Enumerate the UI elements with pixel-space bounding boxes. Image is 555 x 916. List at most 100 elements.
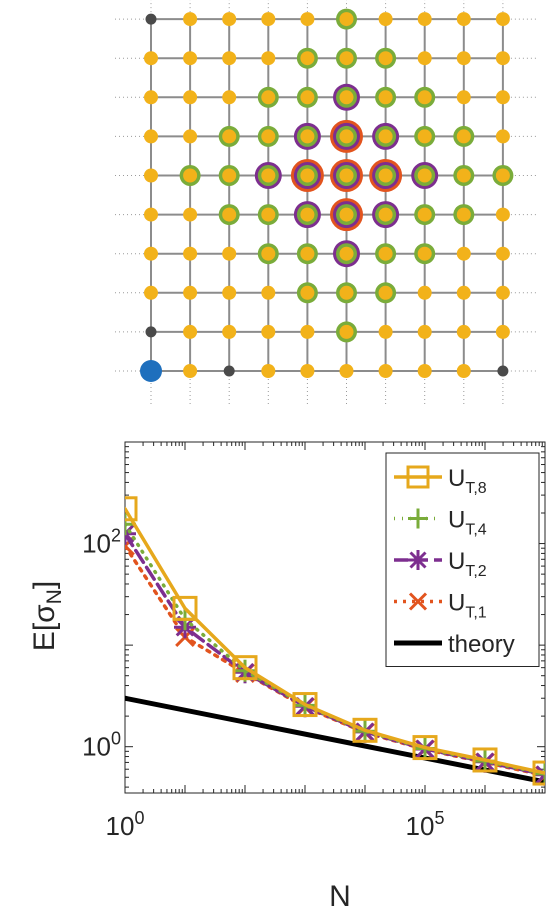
- active-site: [183, 168, 198, 183]
- asterisk-marker: [409, 551, 427, 569]
- active-site: [222, 90, 237, 105]
- active-site: [339, 12, 354, 27]
- active-site: [339, 90, 354, 105]
- inactive-site: [223, 365, 235, 377]
- series-U-T-T-8: [125, 496, 545, 786]
- legend-entry: UT,4: [394, 507, 487, 539]
- active-site: [339, 364, 354, 378]
- active-site: [300, 90, 315, 105]
- x-tick-label-exp: 5: [434, 808, 444, 828]
- legend-label: UT,2: [448, 548, 487, 580]
- active-site: [339, 285, 354, 300]
- active-site: [495, 12, 510, 27]
- legend-label-sub: T,1: [465, 605, 486, 622]
- y-tick-label: 102: [82, 526, 121, 559]
- active-site: [495, 207, 510, 222]
- active-site: [222, 51, 237, 66]
- y-tick-label-base: 10: [82, 529, 111, 559]
- active-site: [417, 207, 432, 222]
- legend-label: theory: [448, 631, 515, 658]
- active-site: [339, 246, 354, 261]
- active-site: [144, 246, 158, 261]
- active-site: [456, 285, 471, 300]
- origin-site: [140, 360, 162, 382]
- active-site: [417, 129, 432, 144]
- active-site: [261, 324, 276, 339]
- series-clip: [125, 496, 545, 786]
- active-site: [339, 51, 354, 66]
- active-site: [456, 364, 471, 378]
- legend-label-main: U: [448, 465, 465, 492]
- active-site: [495, 324, 510, 339]
- active-site: [261, 246, 276, 261]
- active-site: [495, 168, 510, 183]
- active-site: [261, 12, 276, 27]
- active-site: [222, 324, 237, 339]
- legend-label-main: U: [448, 590, 465, 617]
- active-site: [495, 51, 510, 66]
- square-marker: [472, 747, 498, 773]
- active-site: [339, 168, 354, 183]
- x-tick-label-base: 10: [406, 811, 435, 841]
- y-axis-label-close: ]: [28, 581, 61, 589]
- x-marker: [125, 543, 135, 556]
- active-site: [300, 285, 315, 300]
- active-site: [261, 207, 276, 222]
- active-site: [495, 90, 510, 105]
- active-site: [456, 246, 471, 261]
- active-site: [456, 324, 471, 339]
- legend-label: UT,4: [448, 507, 487, 539]
- active-site: [222, 246, 237, 261]
- asterisk-marker: [535, 765, 545, 777]
- active-site: [417, 168, 432, 183]
- active-site: [417, 51, 432, 66]
- active-site: [495, 246, 510, 261]
- square-marker: [412, 735, 438, 761]
- active-site: [222, 12, 237, 27]
- active-site: [261, 285, 276, 300]
- active-site: [300, 168, 315, 183]
- active-site: [144, 51, 158, 66]
- inactive-site: [145, 326, 157, 338]
- x-tick-label: 100: [106, 808, 145, 841]
- plot-series: [125, 496, 545, 786]
- y-axis-label-sub: N: [43, 589, 66, 604]
- active-site: [183, 51, 198, 66]
- square-marker: [406, 465, 430, 489]
- active-site: [339, 129, 354, 144]
- active-site: [300, 129, 315, 144]
- x-axis-label: N: [329, 880, 351, 913]
- active-site: [378, 246, 393, 261]
- active-site: [261, 168, 276, 183]
- active-site: [378, 207, 393, 222]
- active-site: [456, 51, 471, 66]
- active-site: [417, 246, 432, 261]
- legend-label-main: U: [448, 548, 465, 575]
- square-marker: [292, 692, 318, 718]
- active-site: [222, 129, 237, 144]
- active-site: [144, 90, 158, 105]
- active-site: [300, 207, 315, 222]
- active-site: [300, 364, 315, 378]
- active-site: [300, 51, 315, 66]
- legend-label-sub: T,4: [465, 522, 486, 539]
- legend-label-sub: T,8: [465, 480, 486, 497]
- active-site: [456, 129, 471, 144]
- x-tick-label-base: 10: [106, 811, 135, 841]
- active-site: [144, 129, 158, 144]
- x-marker: [408, 592, 428, 611]
- asterisk-marker: [125, 524, 135, 536]
- active-site: [378, 285, 393, 300]
- legend-label-sub: T,2: [465, 563, 486, 580]
- legend-entry: theory: [394, 631, 515, 658]
- asterisk-marker: [535, 772, 545, 785]
- active-site: [378, 12, 393, 27]
- active-site: [495, 129, 510, 144]
- active-site: [261, 90, 276, 105]
- legend-label: UT,8: [448, 465, 487, 497]
- active-site: [183, 90, 198, 105]
- active-site: [183, 129, 198, 144]
- active-site: [417, 364, 432, 378]
- active-site: [456, 207, 471, 222]
